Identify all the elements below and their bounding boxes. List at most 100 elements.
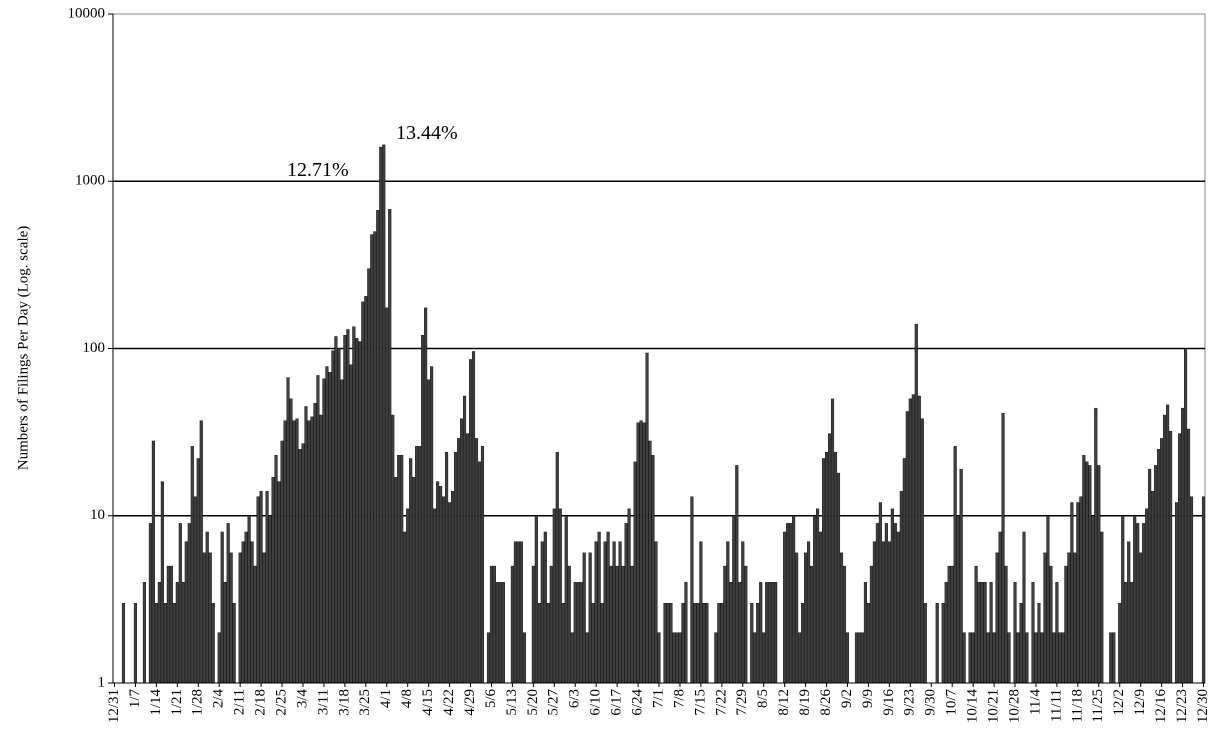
bar <box>477 461 482 684</box>
bar <box>1142 523 1146 684</box>
bar <box>1112 632 1116 684</box>
bar <box>121 603 126 684</box>
bar <box>756 603 760 684</box>
bar <box>531 565 535 684</box>
bar <box>816 508 820 684</box>
x-tick-label: 8/26 <box>818 689 834 716</box>
bar <box>247 515 251 684</box>
x-tick-label: 7/22 <box>713 689 729 716</box>
bar <box>1019 603 1023 684</box>
bar <box>612 541 616 684</box>
bar <box>681 603 685 684</box>
bar <box>645 352 649 684</box>
bar <box>166 565 170 684</box>
bar <box>774 582 778 684</box>
bar <box>977 582 981 684</box>
bar <box>591 603 595 684</box>
bar <box>690 496 694 684</box>
bar <box>917 395 921 684</box>
bar <box>430 366 434 684</box>
bar <box>678 632 682 684</box>
bar <box>522 632 526 684</box>
x-tick-label: 9/16 <box>881 689 897 716</box>
bar <box>277 481 281 684</box>
bar <box>714 632 718 684</box>
bar <box>468 359 473 684</box>
bar <box>343 335 347 684</box>
bar <box>845 632 850 684</box>
bar <box>1001 413 1005 684</box>
bar <box>902 458 906 684</box>
bar <box>226 523 230 684</box>
x-tick-label: 4/22 <box>441 689 457 716</box>
bar <box>839 552 844 684</box>
bar <box>750 603 754 684</box>
x-tick-label: 4/1 <box>378 689 394 708</box>
bar <box>208 552 212 684</box>
bar <box>992 632 996 684</box>
bar <box>624 523 628 684</box>
annotation: 13.44% <box>396 122 458 144</box>
bar <box>283 420 287 684</box>
bar <box>196 458 200 684</box>
bar <box>842 565 847 684</box>
y-tick-label: 1000 <box>75 173 105 189</box>
bar <box>1148 468 1152 684</box>
bar <box>633 461 637 684</box>
bar <box>636 422 640 684</box>
bar <box>388 209 392 684</box>
bar <box>869 565 873 684</box>
bar <box>391 414 395 684</box>
bar <box>1121 515 1125 684</box>
bar <box>555 451 559 684</box>
bar <box>744 565 748 684</box>
y-tick-label: 10000 <box>68 5 106 21</box>
annotation: 12.71% <box>287 159 349 181</box>
bar <box>448 502 452 684</box>
x-tick-label: 5/20 <box>525 689 541 716</box>
bar <box>884 523 888 684</box>
bar <box>1130 582 1134 684</box>
x-tick-label: 10/7 <box>944 689 960 716</box>
bar <box>415 446 419 684</box>
bar <box>552 508 556 684</box>
bar <box>836 472 841 684</box>
bar <box>726 541 730 684</box>
x-tick-label: 8/12 <box>776 689 792 716</box>
bar <box>286 377 290 684</box>
bar <box>920 418 924 684</box>
bar <box>899 491 903 684</box>
x-tick-label: 6/3 <box>567 689 583 708</box>
bar <box>148 523 152 684</box>
bar <box>860 632 864 684</box>
bar <box>618 541 622 684</box>
bar <box>824 451 829 684</box>
bar <box>959 468 963 684</box>
bar <box>1004 565 1008 684</box>
bar <box>789 523 793 684</box>
bar <box>442 496 446 684</box>
bar <box>663 603 667 684</box>
bar <box>1118 603 1122 684</box>
bar <box>1085 461 1089 684</box>
bar <box>1175 502 1179 684</box>
bar <box>370 234 374 684</box>
x-tick-label: 12/16 <box>1153 689 1169 724</box>
bar <box>397 455 401 684</box>
x-tick-label: 3/25 <box>357 689 373 716</box>
bar <box>202 552 206 684</box>
bar <box>887 541 891 684</box>
bar <box>292 420 296 684</box>
bar <box>962 632 966 684</box>
bar <box>801 603 805 684</box>
bar <box>597 531 601 684</box>
bar <box>893 523 897 684</box>
bar <box>1025 632 1029 684</box>
bar <box>947 565 951 684</box>
bar <box>1157 448 1161 684</box>
bar <box>193 496 197 684</box>
x-tick-label: 10/14 <box>965 689 981 724</box>
bar <box>501 582 505 684</box>
bar <box>142 582 146 684</box>
x-tick-label: 7/1 <box>650 689 666 708</box>
